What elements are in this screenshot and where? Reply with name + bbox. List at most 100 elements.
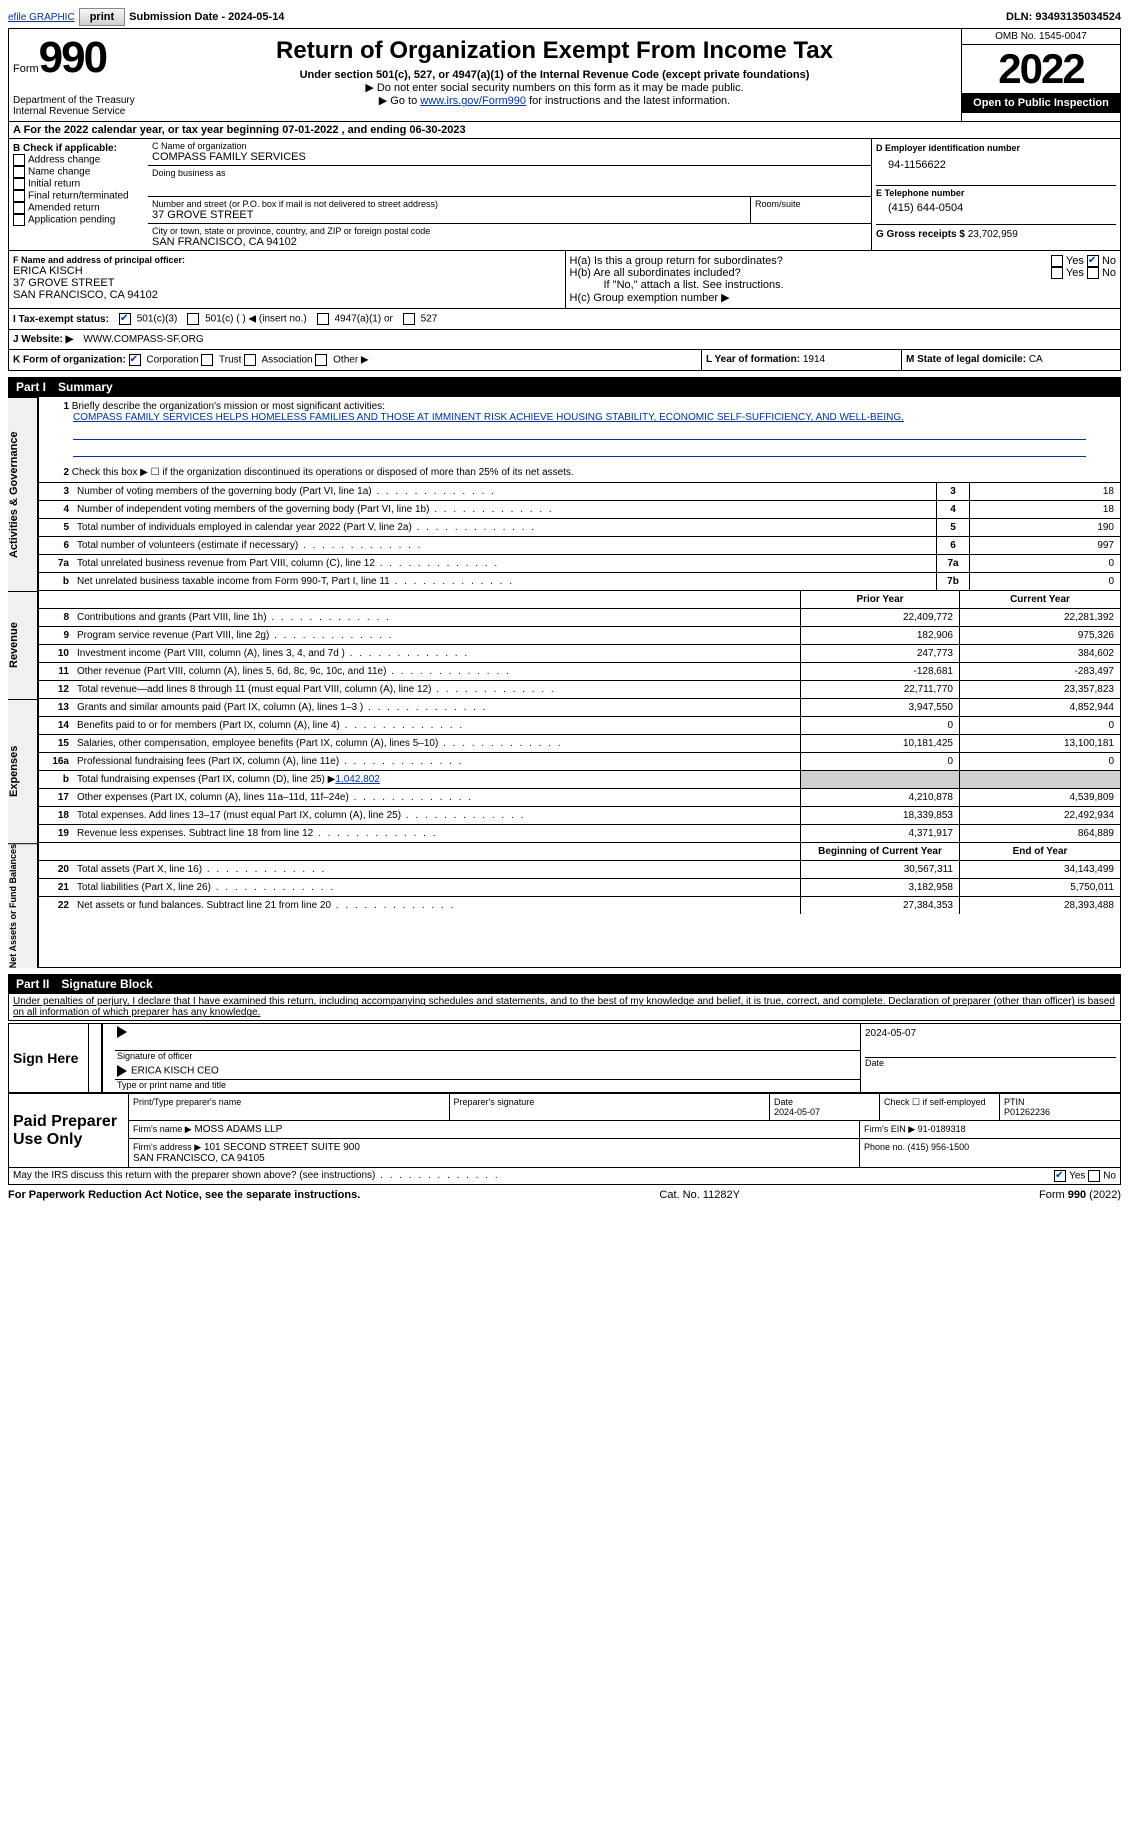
amount-row: 12Total revenue—add lines 8 through 11 (… (39, 681, 1120, 698)
amount-row: 16aProfessional fundraising fees (Part I… (39, 753, 1120, 771)
instructions-note: ▶ Go to www.irs.gov/Form990 for instruct… (152, 94, 957, 107)
org-name: COMPASS FAMILY SERVICES (152, 151, 867, 163)
sign-here-label: Sign Here (8, 1023, 88, 1093)
addr-value: 37 GROVE STREET (152, 209, 746, 221)
privacy-note: ▶ Do not enter social security numbers o… (152, 81, 957, 94)
officer-name: ERICA KISCH (13, 265, 561, 277)
summary-section: Activities & Governance 1 Briefly descri… (8, 397, 1121, 591)
amount-row: 11Other revenue (Part VIII, column (A), … (39, 663, 1120, 681)
foot-right: Form 990 (2022) (1039, 1189, 1121, 1201)
part-i-header: Part I Summary (8, 377, 1121, 397)
chk-assoc[interactable] (244, 354, 256, 366)
amount-row: 20Total assets (Part X, line 16)30,567,3… (39, 861, 1120, 879)
amount-row: 13Grants and similar amounts paid (Part … (39, 699, 1120, 717)
part-label: Part I (16, 380, 46, 394)
firm-phone: Phone no. (415) 956-1500 (860, 1139, 1120, 1167)
chk-corp[interactable] (129, 354, 141, 366)
b-item[interactable]: Address change (13, 154, 144, 166)
amount-row: 14Benefits paid to or for members (Part … (39, 717, 1120, 735)
discuss-yes[interactable] (1054, 1170, 1066, 1182)
prep-selfemp: Check ☐ if self-employed (880, 1094, 1000, 1120)
section-bcd: B Check if applicable: Address change Na… (8, 139, 1121, 251)
officer-city: SAN FRANCISCO, CA 94102 (13, 289, 561, 301)
irs-link[interactable]: www.irs.gov/Form990 (420, 95, 526, 107)
tax-year: 2022 (962, 45, 1120, 93)
officer-label: F Name and address of principal officer: (13, 255, 561, 265)
page-footer: For Paperwork Reduction Act Notice, see … (8, 1185, 1121, 1205)
revenue-section: Revenue Prior YearCurrent Year8Contribut… (8, 591, 1121, 699)
discuss-row: May the IRS discuss this return with the… (8, 1168, 1121, 1185)
print-button[interactable]: print (79, 8, 125, 26)
chk-527[interactable] (403, 313, 415, 325)
addr-label: Number and street (or P.O. box if mail i… (152, 199, 746, 209)
tab-netassets: Net Assets or Fund Balances (8, 843, 38, 968)
amount-row: 17Other expenses (Part IX, column (A), l… (39, 789, 1120, 807)
amount-row: 10Investment income (Part VIII, column (… (39, 645, 1120, 663)
part2-label: Part II (16, 977, 49, 991)
amount-row: 21Total liabilities (Part X, line 26)3,1… (39, 879, 1120, 897)
hb-label: H(b) Are all subordinates included? (570, 267, 741, 279)
open-inspection: Open to Public Inspection (962, 93, 1120, 113)
summary-row: 5Total number of individuals employed in… (39, 519, 1120, 537)
city-label: City or town, state or province, country… (152, 226, 867, 236)
b-item[interactable]: Name change (13, 166, 144, 178)
section-f: F Name and address of principal officer:… (8, 251, 565, 309)
year-header: Prior YearCurrent Year (39, 591, 1120, 609)
netassets-section: Net Assets or Fund Balances Beginning of… (8, 843, 1121, 968)
note2b: for instructions and the latest informat… (526, 95, 730, 107)
mission-text: COMPASS FAMILY SERVICES HELPS HOMELESS F… (43, 412, 904, 423)
section-i: I Tax-exempt status: 501(c)(3) 501(c) ( … (8, 309, 1121, 330)
dept-label: Department of the Treasury Internal Reve… (13, 95, 144, 117)
ha-label: H(a) Is this a group return for subordin… (570, 255, 783, 267)
j-label: J Website: ▶ (13, 334, 73, 345)
submission-date: Submission Date - 2024-05-14 (129, 11, 284, 23)
preparer-block: Paid Preparer Use Only Print/Type prepar… (8, 1093, 1121, 1168)
tab-expenses: Expenses (8, 699, 38, 843)
note2a: ▶ Go to (379, 95, 420, 107)
firm-name: MOSS ADAMS LLP (194, 1124, 282, 1135)
perjury-text: Under penalties of perjury, I declare th… (8, 994, 1121, 1021)
tab-revenue: Revenue (8, 591, 38, 699)
name-label: Type or print name and title (103, 1080, 860, 1092)
officer-sig-name: ERICA KISCH CEO (131, 1066, 219, 1077)
amount-row: 22Net assets or fund balances. Subtract … (39, 897, 1120, 914)
summary-row: 6Total number of volunteers (estimate if… (39, 537, 1120, 555)
chk-trust[interactable] (201, 354, 213, 366)
b-title: B Check if applicable: (13, 143, 144, 154)
section-k: K Form of organization: Corporation Trus… (8, 350, 701, 371)
section-c: C Name of organizationCOMPASS FAMILY SER… (148, 139, 871, 251)
b-item[interactable]: Application pending (13, 214, 144, 226)
phone-value: (415) 644-0504 (876, 198, 1116, 224)
city-value: SAN FRANCISCO, CA 94102 (152, 236, 867, 248)
form-990-page: efile GRAPHIC print Submission Date - 20… (0, 0, 1129, 1831)
amount-row: 9Program service revenue (Part VIII, lin… (39, 627, 1120, 645)
year-header: Beginning of Current YearEnd of Year (39, 843, 1120, 861)
firm-name-lbl: Firm's name ▶ (133, 1124, 192, 1134)
omb-number: OMB No. 1545-0047 (962, 29, 1120, 45)
amount-row: 8Contributions and grants (Part VIII, li… (39, 609, 1120, 627)
prep-sig-lbl: Preparer's signature (454, 1097, 766, 1107)
l2-text: Check this box ▶ ☐ if the organization d… (72, 467, 574, 478)
amount-row: 15Salaries, other compensation, employee… (39, 735, 1120, 753)
b-item[interactable]: Amended return (13, 202, 144, 214)
summary-row: 3Number of voting members of the governi… (39, 483, 1120, 501)
website-value: WWW.COMPASS-SF.ORG (83, 334, 203, 345)
section-j: J Website: ▶ WWW.COMPASS-SF.ORG (8, 330, 1121, 350)
form-subtitle: Under section 501(c), 527, or 4947(a)(1)… (152, 69, 957, 81)
chk-501c3[interactable] (119, 313, 131, 325)
section-h: H(a) Is this a group return for subordin… (565, 251, 1122, 309)
discuss-no[interactable] (1088, 1170, 1100, 1182)
chk-other[interactable] (315, 354, 327, 366)
b-item[interactable]: Final return/terminated (13, 190, 144, 202)
sig-label: Signature of officer (103, 1051, 860, 1063)
top-toolbar: efile GRAPHIC print Submission Date - 20… (8, 8, 1121, 26)
chk-501c[interactable] (187, 313, 199, 325)
b-item[interactable]: Initial return (13, 178, 144, 190)
section-a: A For the 2022 calendar year, or tax yea… (8, 122, 1121, 139)
org-name-label: C Name of organization (152, 141, 867, 151)
section-fh: F Name and address of principal officer:… (8, 251, 1121, 309)
section-klm: K Form of organization: Corporation Trus… (8, 350, 1121, 371)
ein-label: D Employer identification number (876, 143, 1116, 153)
chk-4947[interactable] (317, 313, 329, 325)
tab-activities: Activities & Governance (8, 397, 38, 591)
